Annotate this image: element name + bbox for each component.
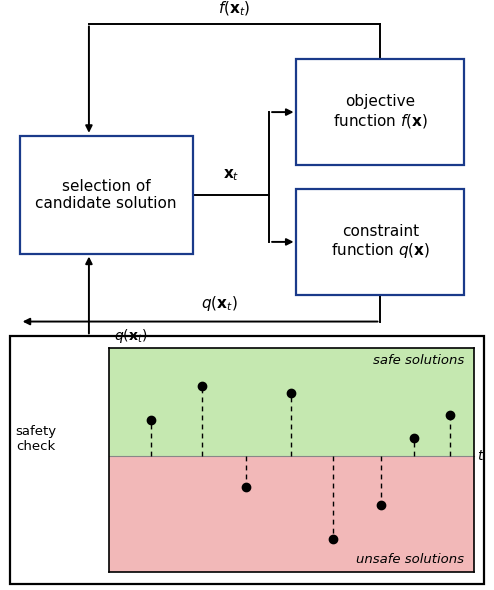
FancyBboxPatch shape — [296, 59, 464, 165]
Text: safe solutions: safe solutions — [373, 354, 464, 367]
Text: $f(\mathbf{x}_t)$: $f(\mathbf{x}_t)$ — [218, 0, 251, 18]
Text: $q(\mathbf{x}_t)$: $q(\mathbf{x}_t)$ — [114, 327, 147, 345]
Bar — [109, 348, 474, 455]
Text: constraint
function $q(\mathbf{x})$: constraint function $q(\mathbf{x})$ — [331, 224, 430, 260]
Text: safety
check: safety check — [15, 425, 56, 453]
FancyBboxPatch shape — [20, 136, 193, 254]
FancyBboxPatch shape — [10, 336, 484, 584]
Text: objective
function $f(\mathbf{x})$: objective function $f(\mathbf{x})$ — [333, 94, 428, 130]
Text: $q(\mathbf{x}_t)$: $q(\mathbf{x}_t)$ — [202, 294, 238, 313]
Bar — [109, 455, 474, 572]
Text: selection of
candidate solution: selection of candidate solution — [36, 179, 177, 211]
Text: $t$: $t$ — [477, 449, 485, 463]
Text: unsafe solutions: unsafe solutions — [356, 553, 464, 566]
Text: $\mathbf{x}_t$: $\mathbf{x}_t$ — [223, 167, 239, 183]
FancyBboxPatch shape — [296, 189, 464, 295]
